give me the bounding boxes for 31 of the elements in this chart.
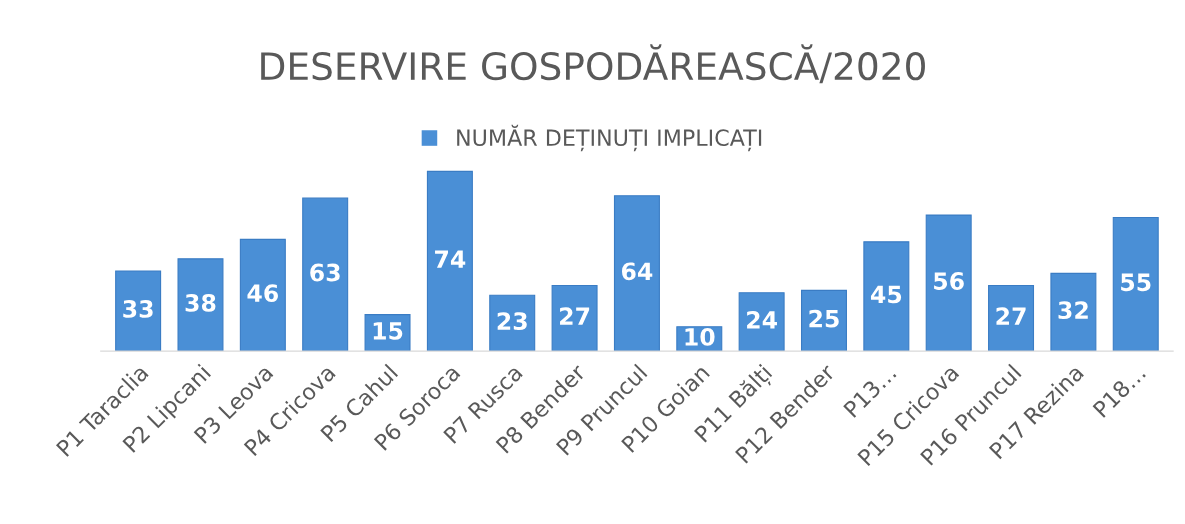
data-label: 27 <box>996 307 1026 325</box>
data-label: 10 <box>685 327 715 346</box>
bar <box>239 238 286 352</box>
bar <box>302 197 349 352</box>
data-label: 74 <box>435 250 466 268</box>
bar <box>925 214 972 352</box>
bar <box>863 241 910 352</box>
data-label: 33 <box>123 300 153 318</box>
bar <box>551 284 598 352</box>
data-label: 32 <box>1058 301 1088 320</box>
legend-label: NUMĂR DEȚINUȚI IMPLICAȚI <box>457 124 762 152</box>
data-label: 15 <box>373 322 403 340</box>
data-label: 25 <box>809 309 839 328</box>
data-label: 56 <box>934 272 964 290</box>
bar <box>426 170 473 352</box>
bar <box>988 284 1035 352</box>
bar <box>1112 216 1159 352</box>
data-label: 23 <box>497 312 527 331</box>
data-label: 46 <box>247 284 278 303</box>
data-label: 55 <box>1121 273 1151 292</box>
bar <box>1050 272 1097 352</box>
chart-title: DESERVIRE GOSPODĂREASCĂ/2020 <box>261 44 925 84</box>
data-label: 38 <box>185 293 216 312</box>
data-label: 45 <box>870 285 902 304</box>
bar <box>177 258 224 352</box>
data-label: 24 <box>747 310 777 329</box>
bar <box>613 195 660 352</box>
bar <box>115 270 162 352</box>
data-label: 64 <box>621 262 653 281</box>
data-label: 27 <box>560 307 590 325</box>
data-label: 63 <box>310 263 340 282</box>
